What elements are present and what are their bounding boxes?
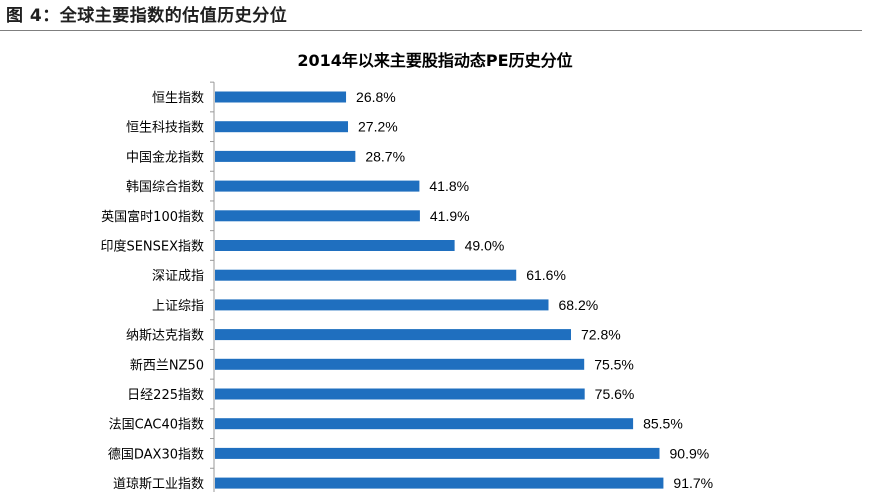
category-label: 新西兰NZ50 — [130, 357, 204, 373]
category-label: 道琼斯工业指数 — [113, 477, 204, 492]
bar — [215, 210, 420, 222]
data-label: 72.8% — [581, 327, 621, 343]
category-label: 纳斯达克指数 — [126, 329, 204, 344]
category-label: 印度SENSEX指数 — [100, 239, 204, 255]
data-label: 68.2% — [558, 297, 598, 313]
data-label: 28.7% — [365, 148, 405, 164]
bar — [215, 477, 664, 489]
bar — [215, 299, 549, 311]
category-label: 深证成指 — [152, 269, 204, 284]
bar — [215, 269, 517, 281]
data-label: 85.5% — [643, 416, 683, 432]
category-label: 上证综指 — [152, 299, 204, 314]
bar — [215, 329, 571, 341]
data-label: 61.6% — [526, 267, 566, 283]
data-label: 27.2% — [358, 119, 398, 135]
bar — [215, 388, 585, 400]
bar — [215, 447, 660, 459]
figure-title: 图 4：全球主要指数的估值历史分位 — [6, 6, 288, 26]
bar — [215, 240, 455, 251]
category-label: 英国富时100指数 — [101, 209, 204, 225]
bar — [215, 180, 420, 192]
bar — [215, 358, 585, 370]
data-label: 75.6% — [595, 386, 635, 402]
category-label: 德国DAX30指数 — [108, 447, 204, 462]
data-label: 90.9% — [670, 445, 710, 461]
data-label: 75.5% — [594, 356, 634, 372]
category-label: 恒生科技指数 — [126, 121, 204, 136]
bar — [215, 418, 634, 430]
bar — [215, 121, 349, 133]
category-label: 法国CAC40指数 — [109, 418, 204, 433]
category-label: 中国金龙指数 — [126, 149, 204, 165]
category-label: 日经225指数 — [127, 388, 204, 403]
data-label: 41.8% — [429, 178, 469, 194]
bar — [215, 91, 347, 103]
data-label: 41.9% — [430, 208, 470, 224]
chart-title: 2014年以来主要股指动态PE历史分位 — [297, 51, 573, 70]
category-label: 韩国综合指数 — [126, 180, 204, 195]
title-divider — [0, 30, 862, 31]
bar — [215, 150, 356, 162]
data-label: 91.7% — [673, 475, 713, 491]
data-label: 26.8% — [356, 89, 396, 105]
data-label: 49.0% — [465, 238, 505, 254]
category-label: 恒生指数 — [152, 91, 204, 106]
